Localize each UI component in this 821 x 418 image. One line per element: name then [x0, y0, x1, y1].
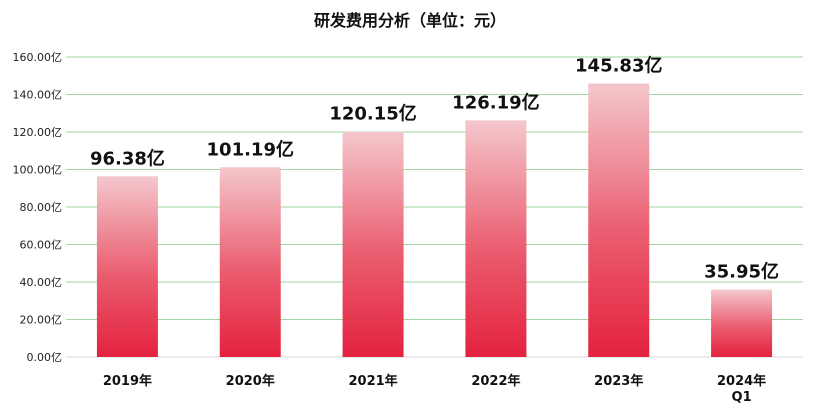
- data-labels: 96.38亿 101.19亿 120.15亿 126.19亿 145.83亿 35.95亿: [90, 55, 779, 283]
- y-tick-label: 40.00亿: [20, 276, 63, 289]
- y-tick-label: 0.00亿: [27, 351, 63, 364]
- x-tick-label: 2020年: [226, 373, 275, 389]
- data-label: 96.38亿: [90, 147, 165, 169]
- chart-title: 研发费用分析（单位：元）: [314, 11, 506, 30]
- y-tick-label: 20.00亿: [20, 314, 63, 327]
- bar: [588, 83, 650, 357]
- data-label: 120.15亿: [329, 103, 416, 125]
- y-tick-label: 140.00亿: [13, 89, 63, 102]
- bar: [342, 131, 404, 357]
- data-label: 101.19亿: [207, 138, 294, 160]
- y-tick-label: 100.00亿: [13, 164, 63, 177]
- gridlines: [66, 56, 803, 358]
- x-tick-label: 2023年: [594, 373, 643, 389]
- y-tick-label: 80.00亿: [20, 201, 63, 214]
- x-tick-label: 2019年: [103, 373, 152, 389]
- y-tick-label: 120.00亿: [13, 126, 63, 139]
- data-label: 35.95亿: [704, 261, 779, 283]
- bars: [96, 83, 773, 357]
- x-tick-label: 2024年: [717, 373, 766, 389]
- y-axis-ticks: 0.00亿 20.00亿 40.00亿 60.00亿 80.00亿 100.00亿 120.…: [13, 51, 63, 364]
- bar: [219, 167, 281, 357]
- bar: [711, 289, 773, 357]
- bar: [465, 120, 527, 357]
- x-tick-label: Q1: [732, 390, 752, 405]
- data-label: 126.19亿: [452, 91, 539, 113]
- data-label: 145.83亿: [575, 55, 662, 77]
- x-tick-label: 2022年: [471, 373, 520, 389]
- x-tick-label: 2021年: [348, 373, 397, 389]
- y-tick-label: 60.00亿: [20, 239, 63, 252]
- y-tick-label: 160.00亿: [13, 51, 63, 64]
- bar: [96, 176, 158, 357]
